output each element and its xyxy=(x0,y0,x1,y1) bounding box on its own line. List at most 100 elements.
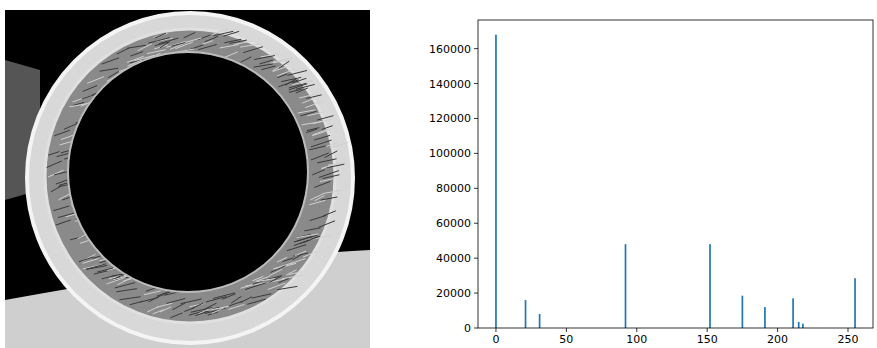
photo-content xyxy=(5,10,370,348)
texture-stroke xyxy=(148,296,159,302)
texture-stroke xyxy=(247,299,265,304)
texture-stroke xyxy=(326,142,339,146)
texture-stroke xyxy=(299,94,318,98)
y-tick-label: 40000 xyxy=(436,252,471,265)
texture-stroke xyxy=(279,61,289,68)
y-tick-label: 120000 xyxy=(429,112,471,125)
texture-stroke xyxy=(97,268,113,272)
y-tick-label: 140000 xyxy=(429,78,471,91)
texture-stroke xyxy=(320,178,335,181)
texture-stroke xyxy=(101,58,119,64)
texture-stroke xyxy=(314,135,330,140)
texture-stroke xyxy=(198,44,216,49)
canvas: 0501001502002500200004000060000800001000… xyxy=(0,0,877,348)
texture-stroke xyxy=(286,270,296,275)
texture-stroke xyxy=(116,289,137,292)
bars xyxy=(495,35,856,328)
texture-stroke xyxy=(228,304,244,309)
texture-stroke xyxy=(313,129,330,135)
texture-stroke xyxy=(281,77,301,81)
texture-stroke xyxy=(323,190,343,194)
texture-stroke xyxy=(303,251,318,257)
texture-stroke xyxy=(222,294,236,300)
texture-stroke xyxy=(289,259,305,264)
texture-stroke xyxy=(278,279,288,283)
texture-stroke xyxy=(224,39,241,43)
y-tick-label: 100000 xyxy=(429,147,471,160)
x-tick xyxy=(636,328,637,332)
texture-stroke xyxy=(172,303,185,310)
texture-stroke xyxy=(160,307,171,312)
texture-stroke xyxy=(302,98,315,103)
texture-stroke xyxy=(298,110,316,113)
texture-stroke xyxy=(119,297,140,300)
texture-stroke xyxy=(312,170,325,175)
y-tick xyxy=(474,258,478,259)
texture-stroke xyxy=(303,236,320,242)
texture-stroke xyxy=(170,313,182,318)
texture-stroke xyxy=(171,43,185,47)
texture-stroke xyxy=(117,48,130,54)
x-tick xyxy=(777,328,778,332)
texture-stroke xyxy=(330,142,349,148)
texture-stroke xyxy=(304,228,320,231)
texture-stroke xyxy=(306,95,322,99)
texture-stroke xyxy=(314,196,324,201)
texture-stroke xyxy=(317,159,336,163)
texture-stroke xyxy=(214,31,234,35)
texture-stroke xyxy=(181,299,202,304)
texture-stroke xyxy=(254,56,275,60)
texture-stroke xyxy=(53,206,69,211)
x-tick-label: 50 xyxy=(559,333,573,346)
y-tick xyxy=(474,118,478,119)
y-tick-label: 160000 xyxy=(429,43,471,56)
plot-frame xyxy=(478,20,873,328)
texture-stroke xyxy=(313,119,332,123)
texture-stroke xyxy=(274,58,293,62)
texture-stroke xyxy=(229,40,247,43)
texture-stroke xyxy=(283,258,294,262)
texture-stroke xyxy=(270,266,285,273)
texture-stroke xyxy=(48,152,59,156)
x-tick xyxy=(566,328,567,332)
texture-stroke xyxy=(155,33,166,38)
y-tick xyxy=(474,188,478,189)
texture-stroke xyxy=(86,266,107,270)
texture-stroke xyxy=(277,257,287,262)
texture-stroke xyxy=(191,307,213,312)
bar xyxy=(525,300,527,328)
texture-stroke xyxy=(307,128,319,131)
texture-stroke xyxy=(319,171,339,178)
texture-stroke xyxy=(295,251,306,256)
texture-stroke xyxy=(167,298,186,303)
y-tick xyxy=(474,83,478,84)
texture-stroke xyxy=(305,101,323,107)
texture-stroke xyxy=(311,153,329,160)
x-tick-label: 150 xyxy=(697,333,718,346)
texture-stroke xyxy=(252,294,272,298)
texture-stroke xyxy=(51,186,62,192)
texture-stroke xyxy=(212,308,224,314)
texture-stroke xyxy=(245,283,266,290)
texture-stroke xyxy=(184,308,194,312)
y-tick-label: 80000 xyxy=(436,182,471,195)
x-tick-label: 100 xyxy=(626,333,647,346)
texture-stroke xyxy=(184,38,201,43)
texture-stroke xyxy=(213,293,235,299)
texture-stroke xyxy=(277,74,287,78)
bar xyxy=(802,324,804,328)
texture-stroke xyxy=(79,257,93,262)
texture-stroke xyxy=(54,130,69,136)
texture-stroke xyxy=(202,41,213,44)
texture-stroke xyxy=(318,221,335,228)
texture-stroke xyxy=(240,44,261,47)
texture-stroke xyxy=(205,36,218,41)
y-tick xyxy=(474,223,478,224)
texture-stroke xyxy=(100,68,119,71)
texture-stroke xyxy=(153,310,164,314)
texture-stroke xyxy=(269,276,281,283)
texture-stroke xyxy=(282,275,304,279)
texture-stroke xyxy=(153,33,167,37)
texture-stroke xyxy=(212,29,228,35)
texture-stroke xyxy=(130,301,143,305)
